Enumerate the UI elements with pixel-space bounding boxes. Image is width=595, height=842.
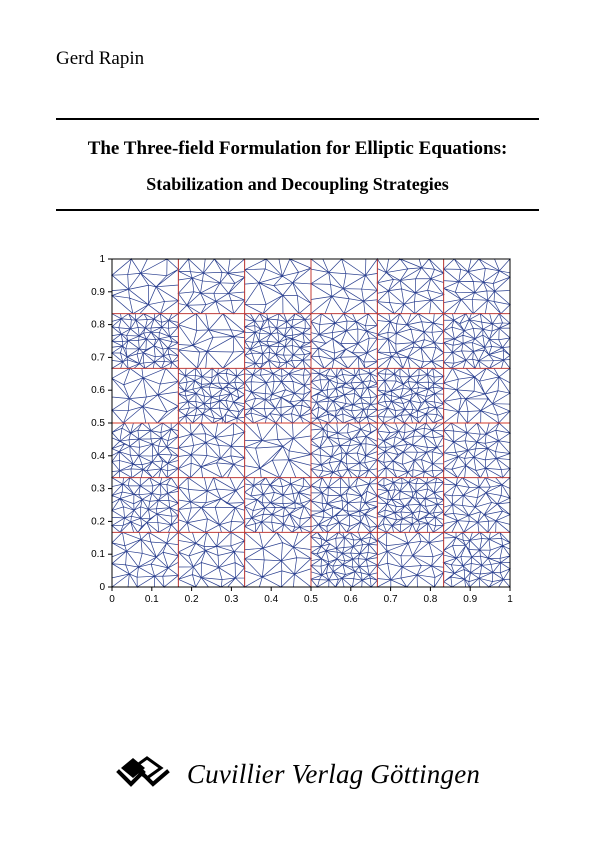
svg-text:0.2: 0.2 [91, 516, 105, 527]
svg-text:0.7: 0.7 [91, 352, 105, 363]
svg-text:0.9: 0.9 [91, 287, 105, 298]
svg-text:1: 1 [507, 594, 513, 605]
svg-text:0.8: 0.8 [423, 594, 437, 605]
svg-text:0.4: 0.4 [91, 451, 105, 462]
svg-text:0.5: 0.5 [91, 418, 105, 429]
svg-text:0.8: 0.8 [91, 320, 105, 331]
mesh-figure: 0 0.1 0.2 0.3 0.4 0.5 0.6 0.7 0.8 0.9 1 0 0.1 0.2 0.3 0… [78, 251, 518, 611]
svg-text:0.7: 0.7 [383, 594, 397, 605]
svg-text:0.6: 0.6 [91, 385, 105, 396]
rule-bottom [56, 209, 539, 211]
svg-text:0.5: 0.5 [304, 594, 318, 605]
publisher-name: Cuvillier Verlag Göttingen [187, 759, 480, 790]
title-line-1: The Three-field Formulation for Elliptic… [56, 138, 539, 160]
svg-text:0.4: 0.4 [264, 594, 278, 605]
svg-text:0.3: 0.3 [224, 594, 238, 605]
publisher-row: Cuvillier Verlag Göttingen [56, 754, 539, 802]
author-name: Gerd Rapin [56, 48, 539, 70]
title-line-2: Stabilization and Decoupling Strategies [56, 174, 539, 195]
svg-text:0.6: 0.6 [343, 594, 357, 605]
svg-text:0.9: 0.9 [463, 594, 477, 605]
svg-text:0.1: 0.1 [91, 549, 105, 560]
svg-text:0.2: 0.2 [184, 594, 198, 605]
svg-text:0.1: 0.1 [144, 594, 158, 605]
svg-text:0: 0 [109, 594, 115, 605]
svg-text:0.3: 0.3 [91, 484, 105, 495]
mesh-figure-wrap: 0 0.1 0.2 0.3 0.4 0.5 0.6 0.7 0.8 0.9 1 0 0.1 0.2 0.3 0… [56, 251, 539, 611]
svg-text:1: 1 [99, 254, 105, 265]
svg-text:0: 0 [99, 582, 105, 593]
title-block: The Three-field Formulation for Elliptic… [56, 120, 539, 209]
publisher-logo [115, 754, 171, 794]
